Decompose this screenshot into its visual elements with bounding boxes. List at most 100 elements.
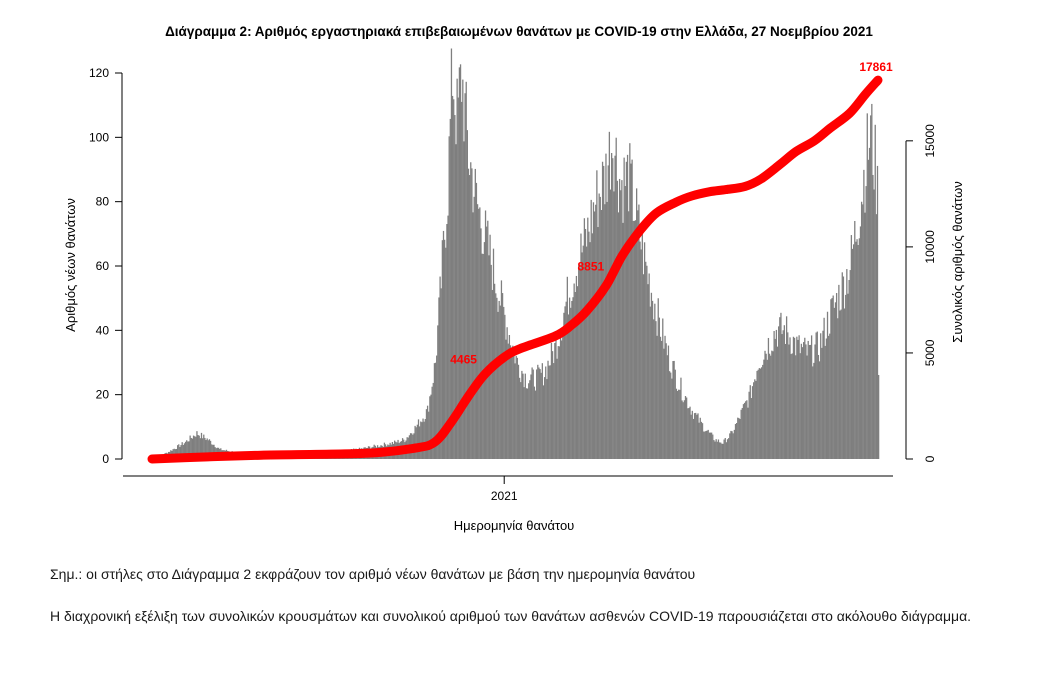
- bar: [179, 447, 181, 459]
- bar: [470, 162, 472, 459]
- x-axis: 2021: [123, 475, 893, 503]
- bar: [781, 334, 783, 459]
- bar: [743, 402, 746, 459]
- bar: [531, 367, 533, 459]
- bar: [498, 300, 500, 459]
- bar: [573, 283, 575, 459]
- bar: [829, 333, 831, 459]
- bar: [491, 289, 493, 459]
- annotation-label: 17861: [859, 60, 893, 74]
- bar: [419, 426, 421, 459]
- bar: [741, 407, 743, 459]
- bar: [208, 439, 211, 459]
- bar: [467, 168, 470, 460]
- bar: [658, 317, 661, 459]
- bar: [487, 220, 489, 459]
- bar: [561, 340, 563, 459]
- bar: [778, 326, 780, 459]
- bar: [629, 143, 631, 460]
- left-tick-label: 100: [89, 130, 109, 144]
- bar: [823, 317, 825, 459]
- bar: [547, 360, 549, 459]
- bar: [864, 212, 866, 459]
- bar: [488, 255, 490, 459]
- bar: [555, 339, 557, 459]
- bar: [557, 346, 559, 459]
- bar: [186, 440, 188, 459]
- bar: [834, 302, 837, 459]
- bar: [710, 432, 713, 459]
- bar: [534, 390, 537, 459]
- bar: [493, 283, 496, 459]
- bar: [592, 202, 595, 459]
- bar: [814, 344, 816, 459]
- bar: [790, 354, 792, 459]
- bar: [525, 388, 528, 459]
- bar: [517, 364, 520, 459]
- bar: [722, 443, 724, 459]
- left-axis: 0 20 40 60 80 100 120: [89, 66, 123, 466]
- bar: [703, 431, 705, 459]
- bar: [799, 353, 801, 459]
- bar: [760, 367, 763, 459]
- bars-group: [153, 48, 880, 460]
- bar: [655, 321, 657, 459]
- bar: [417, 419, 420, 459]
- bar: [714, 441, 716, 459]
- bar: [583, 218, 586, 459]
- bar: [550, 342, 553, 459]
- bar: [858, 238, 860, 459]
- bar: [580, 233, 582, 459]
- bar: [637, 210, 639, 459]
- bar: [670, 372, 672, 459]
- bar: [449, 118, 451, 459]
- bar: [863, 169, 865, 460]
- bar: [725, 442, 728, 459]
- bar: [730, 430, 732, 459]
- bar: [828, 335, 830, 459]
- bar: [429, 396, 431, 459]
- bar: [666, 355, 668, 459]
- bar: [205, 440, 207, 459]
- bar: [625, 161, 628, 460]
- bar: [700, 421, 703, 459]
- bar: [461, 101, 463, 460]
- bar: [766, 359, 768, 459]
- bar: [212, 444, 214, 459]
- bar: [568, 297, 571, 459]
- bar: [479, 207, 481, 459]
- bar: [423, 421, 425, 459]
- bar: [631, 159, 633, 460]
- bar: [600, 209, 603, 459]
- bar: [835, 293, 838, 459]
- bar: [439, 276, 441, 459]
- bar: [763, 359, 765, 459]
- bar: [436, 355, 438, 459]
- bar: [630, 163, 632, 459]
- right-tick-label: 15000: [923, 124, 937, 158]
- bar: [440, 288, 442, 459]
- bar: [640, 249, 642, 459]
- bar: [855, 241, 857, 459]
- bar: [505, 339, 507, 459]
- bar: [543, 377, 546, 459]
- bar: [782, 330, 784, 459]
- bar: [862, 204, 864, 459]
- bar: [471, 168, 473, 460]
- bar: [480, 228, 482, 459]
- bar: [688, 408, 690, 459]
- bar: [546, 379, 548, 459]
- bar: [651, 300, 654, 459]
- bar: [575, 275, 578, 459]
- bar: [608, 131, 611, 459]
- bar: [584, 228, 587, 459]
- bar: [533, 386, 536, 459]
- left-tick-label: 20: [96, 388, 110, 402]
- bar: [695, 412, 697, 459]
- bar: [456, 78, 458, 460]
- bar: [559, 334, 562, 459]
- bar: [650, 292, 653, 459]
- bar: [453, 99, 455, 459]
- bar: [424, 419, 426, 459]
- bar: [773, 331, 775, 459]
